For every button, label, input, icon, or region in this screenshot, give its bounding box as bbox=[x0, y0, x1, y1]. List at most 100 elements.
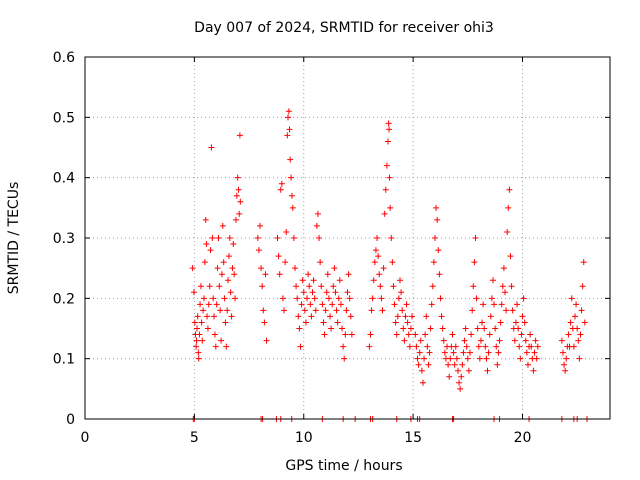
data-point bbox=[337, 301, 344, 308]
data-point bbox=[333, 307, 340, 314]
data-point bbox=[328, 325, 335, 332]
data-point bbox=[489, 277, 496, 284]
data-point bbox=[278, 180, 285, 187]
data-point bbox=[436, 271, 443, 278]
data-point bbox=[219, 222, 226, 229]
data-point bbox=[261, 319, 268, 326]
data-point bbox=[392, 319, 399, 326]
data-point bbox=[570, 343, 577, 350]
data-point bbox=[572, 313, 578, 320]
y-tick-label: 0 bbox=[66, 412, 75, 428]
data-point bbox=[505, 204, 512, 211]
data-point bbox=[257, 222, 263, 229]
data-point bbox=[308, 313, 315, 320]
data-point bbox=[205, 301, 212, 308]
data-point bbox=[389, 259, 396, 266]
data-point bbox=[285, 108, 292, 115]
data-point bbox=[402, 313, 409, 320]
data-point bbox=[439, 325, 446, 332]
data-point bbox=[514, 301, 521, 308]
data-point bbox=[391, 301, 398, 308]
data-point bbox=[334, 319, 341, 326]
data-point bbox=[398, 289, 405, 296]
data-point bbox=[559, 349, 566, 356]
data-point bbox=[370, 277, 377, 284]
data-point bbox=[368, 307, 375, 314]
data-point bbox=[576, 355, 583, 362]
data-point bbox=[197, 301, 204, 308]
data-point bbox=[225, 253, 232, 260]
data-point bbox=[232, 295, 239, 302]
data-point bbox=[220, 259, 227, 266]
data-point bbox=[464, 355, 471, 362]
data-point bbox=[312, 307, 319, 314]
data-point bbox=[423, 313, 430, 320]
data-point bbox=[339, 325, 346, 332]
x-tick-label: 15 bbox=[404, 430, 422, 446]
data-point bbox=[295, 313, 302, 320]
data-point bbox=[218, 271, 225, 278]
data-point bbox=[387, 204, 394, 211]
data-point bbox=[341, 355, 348, 362]
y-tick-label: 0.4 bbox=[53, 171, 75, 187]
data-point bbox=[435, 247, 442, 254]
data-point bbox=[236, 132, 243, 139]
data-point bbox=[528, 343, 535, 350]
data-point bbox=[284, 132, 291, 139]
data-point bbox=[413, 343, 420, 350]
data-point bbox=[386, 174, 393, 181]
data-point bbox=[580, 259, 587, 266]
data-point bbox=[503, 307, 510, 314]
data-point bbox=[211, 331, 218, 338]
data-point bbox=[517, 355, 524, 362]
chart-title: Day 007 of 2024, SRMTID for receiver ohi… bbox=[194, 20, 494, 36]
data-point bbox=[221, 295, 228, 302]
data-point bbox=[198, 319, 205, 326]
data-point bbox=[215, 235, 222, 241]
data-point bbox=[433, 204, 440, 211]
data-point bbox=[232, 216, 239, 223]
data-point bbox=[449, 331, 456, 338]
data-point bbox=[309, 289, 316, 296]
data-point bbox=[203, 241, 210, 248]
data-point bbox=[469, 307, 476, 314]
data-point bbox=[573, 301, 580, 308]
data-point bbox=[320, 319, 327, 326]
data-point bbox=[418, 367, 425, 374]
data-point bbox=[388, 235, 395, 241]
x-tick-label: 5 bbox=[190, 430, 199, 446]
data-point bbox=[461, 337, 468, 344]
data-point bbox=[452, 343, 459, 350]
data-point bbox=[450, 349, 457, 356]
data-point bbox=[563, 355, 570, 362]
data-point bbox=[298, 301, 305, 308]
data-point bbox=[474, 325, 481, 332]
data-point bbox=[199, 337, 206, 344]
data-point bbox=[470, 283, 477, 290]
data-point bbox=[386, 126, 393, 133]
data-point bbox=[313, 222, 320, 229]
data-point bbox=[512, 319, 519, 326]
x-axis-label: GPS time / hours bbox=[285, 458, 402, 474]
data-point bbox=[484, 367, 491, 374]
data-point bbox=[475, 343, 482, 350]
data-point bbox=[487, 313, 494, 320]
data-point bbox=[460, 349, 467, 356]
data-point bbox=[518, 331, 525, 338]
data-point bbox=[533, 355, 540, 362]
x-tick-label: 0 bbox=[81, 430, 90, 446]
data-point bbox=[565, 331, 572, 338]
data-point bbox=[441, 349, 448, 356]
data-point bbox=[447, 355, 454, 362]
data-point bbox=[319, 301, 326, 308]
data-point bbox=[206, 283, 213, 290]
data-point bbox=[430, 259, 437, 266]
data-point bbox=[393, 331, 400, 338]
data-point bbox=[235, 186, 242, 193]
data-point bbox=[211, 313, 218, 320]
y-tick-label: 0.1 bbox=[53, 352, 75, 368]
data-point bbox=[371, 259, 378, 266]
data-point bbox=[305, 271, 312, 278]
data-point bbox=[574, 325, 581, 332]
data-point bbox=[314, 210, 321, 217]
